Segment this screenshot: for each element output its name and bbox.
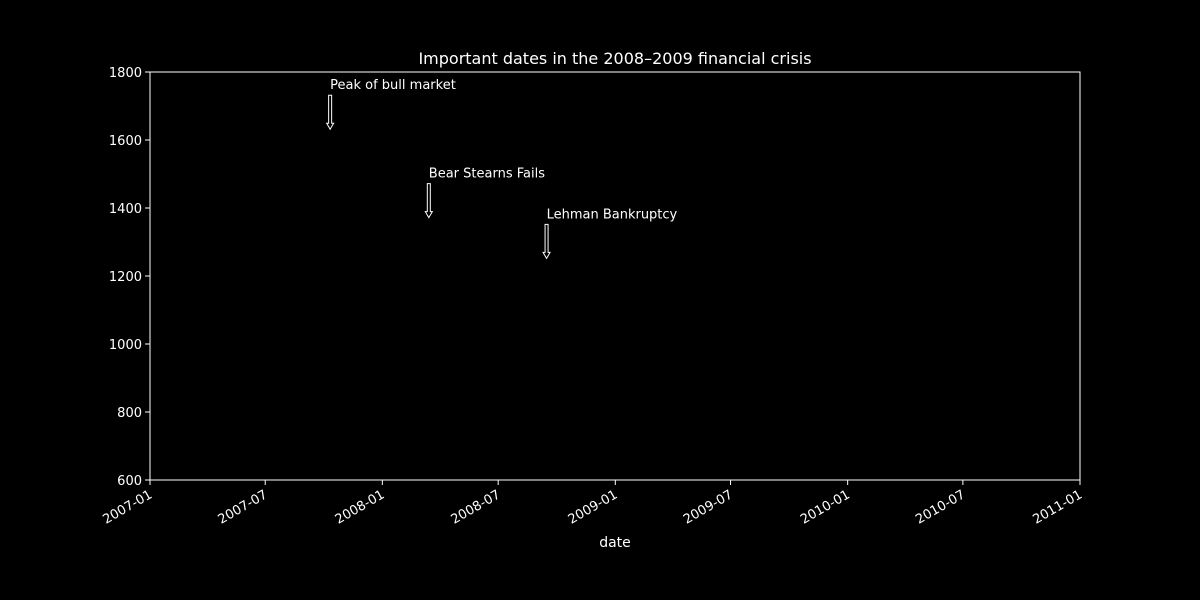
x-tick-label: 2008-01	[333, 487, 388, 527]
annotation-label: Peak of bull market	[330, 78, 456, 93]
x-tick-label: 2008-07	[449, 487, 504, 527]
y-tick-label: 1200	[109, 270, 142, 285]
annotation-arrow	[542, 223, 551, 260]
annotations: Peak of bull market Bear Stearns Fails Leh…	[325, 78, 678, 260]
y-tick-label: 1000	[109, 338, 142, 353]
plot-area	[149, 71, 1081, 481]
y-tick-label: 1800	[109, 66, 142, 81]
annotation-arrow	[325, 94, 335, 131]
x-axis-label: date	[599, 535, 631, 551]
y-tick-label: 1600	[109, 134, 142, 149]
y-axis: 600 800 1000 1200 1400 1600 1800	[109, 66, 150, 489]
chart-title: Important dates in the 2008–2009 financi…	[418, 49, 811, 68]
x-tick-label: 2009-07	[681, 487, 736, 527]
annotation-arrow	[424, 183, 434, 219]
y-tick-label: 1400	[109, 202, 142, 217]
y-tick-label: 800	[117, 406, 142, 421]
y-tick-label: 600	[117, 474, 142, 489]
x-tick-label: 2007-07	[216, 487, 271, 527]
annotation: Lehman Bankruptcy	[542, 207, 678, 260]
annotation-label: Lehman Bankruptcy	[547, 207, 678, 222]
annotation-label: Bear Stearns Fails	[429, 167, 545, 182]
x-tick-label: 2010-01	[798, 487, 853, 527]
x-axis: 2007-01 2007-07 2008-01 2008-07 2009-01 2009-…	[100, 480, 1085, 528]
x-tick-label: 2007-01	[100, 487, 155, 527]
annotation: Peak of bull market	[325, 78, 456, 131]
x-tick-label: 2009-01	[566, 487, 621, 527]
x-tick-label: 2010-07	[913, 487, 968, 527]
annotation: Bear Stearns Fails	[424, 167, 545, 219]
x-tick-label: 2011-01	[1030, 487, 1085, 527]
